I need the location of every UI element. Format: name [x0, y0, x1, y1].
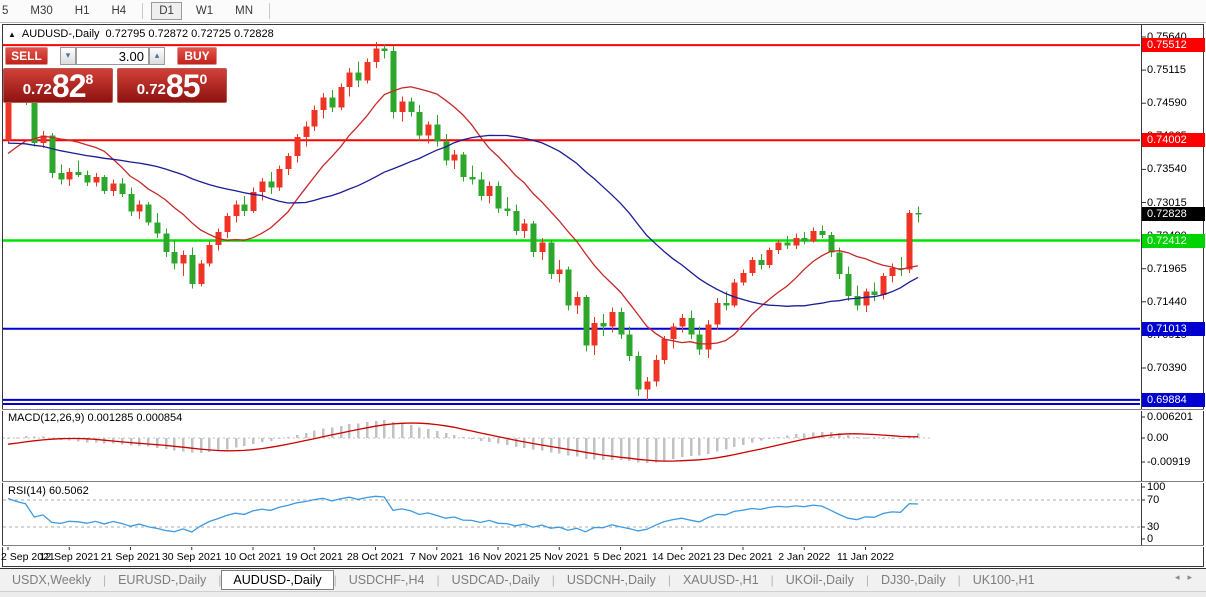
- status-strip: [0, 591, 1206, 597]
- macd-label: MACD(12,26,9) 0.001285 0.000854: [8, 412, 183, 424]
- volume-input[interactable]: [76, 47, 149, 65]
- price-tick-label: 0.75115: [1147, 64, 1186, 77]
- rsi-label: RSI(14) 60.5062: [8, 485, 89, 497]
- price-tick-label: 0.74590: [1147, 97, 1187, 110]
- timeframe-button-h4[interactable]: H4: [111, 5, 127, 17]
- tab-separator: |: [102, 573, 107, 587]
- rsi-axis-label: 100: [1147, 481, 1166, 493]
- rsi-axis-label: 70: [1147, 494, 1160, 506]
- rsi-axis-label: 30: [1147, 521, 1160, 533]
- tab-separator: |: [218, 573, 222, 587]
- date-label: 16 Nov 2021: [468, 551, 528, 563]
- rsi-axis-label: 0: [1147, 533, 1154, 545]
- price-line-label: 0.75512: [1142, 38, 1205, 53]
- date-label: 21 Sep 2021: [100, 551, 161, 563]
- tab-usdxweekly[interactable]: USDX,Weekly: [12, 573, 91, 587]
- price-line-label: 0.69884: [1142, 392, 1205, 407]
- sell-price-pips: 82: [51, 68, 87, 104]
- price-axis-divider: [1141, 24, 1142, 546]
- volume-increase-button[interactable]: ▴: [149, 47, 165, 65]
- toolbar-separator: [269, 3, 271, 19]
- date-label: 5 Dec 2021: [593, 551, 648, 563]
- buy-price-pips: 85: [165, 68, 201, 104]
- spin-up-icon: ▴: [154, 50, 160, 60]
- macd-axis-label: 0.00: [1147, 432, 1169, 444]
- tab-scroll-arrows: ◂▸: [1175, 572, 1200, 583]
- date-label: 23 Dec 2021: [713, 551, 773, 563]
- tab-separator: |: [770, 573, 774, 587]
- date-label: 7 Nov 2021: [409, 551, 464, 563]
- macd-axis-label: -0.00919: [1147, 456, 1191, 468]
- tab-separator: |: [667, 573, 671, 587]
- toolbar-separator: [142, 3, 144, 19]
- timeframe-button-d1[interactable]: D1: [151, 2, 182, 20]
- date-label: 10 Oct 2021: [224, 551, 282, 563]
- date-label: 28 Oct 2021: [346, 551, 405, 563]
- tab-separator: |: [865, 573, 869, 587]
- price-tick-label: 0.71965: [1147, 262, 1187, 275]
- date-label: 30 Sep 2021: [161, 551, 222, 563]
- tab-scroll-right-icon[interactable]: ▸: [1187, 572, 1200, 582]
- price-line-label: 0.74002: [1142, 133, 1205, 148]
- price-tick-label: 0.73015: [1147, 196, 1187, 209]
- tab-eurusddaily[interactable]: EURUSD-,Daily: [118, 573, 207, 587]
- spin-down-icon: ▾: [65, 50, 71, 60]
- macd-axis-label: 0.006201: [1147, 411, 1193, 423]
- date-label: 11 Jan 2022: [836, 551, 895, 563]
- tab-usdcaddaily[interactable]: USDCAD-,Daily: [451, 573, 540, 587]
- timeframe-button-m30[interactable]: M30: [30, 5, 53, 17]
- tab-usdchfh4[interactable]: USDCHF-,H4: [348, 573, 425, 587]
- buy-price-display[interactable]: 0.72 85 0: [117, 68, 227, 104]
- date-label: 14 Dec 2021: [651, 551, 712, 563]
- buy-price-prefix: 0.72: [136, 81, 166, 98]
- date-label: 2 Jan 2022: [778, 551, 831, 563]
- chart-ohlc-values: 0.72795 0.72872 0.72725 0.72828: [105, 28, 274, 40]
- timeframe-toolbar: 5 M30 H1 H4 D1 W1 MN: [0, 0, 1206, 23]
- sell-price-prefix: 0.72: [22, 81, 52, 98]
- tab-separator: |: [551, 573, 555, 587]
- timeframe-button-5[interactable]: 5: [2, 5, 9, 17]
- tab-separator: |: [957, 573, 961, 587]
- date-label: 2 Sep 2021: [1, 551, 55, 563]
- tab-audusddaily[interactable]: AUDUSD-,Daily: [221, 570, 334, 590]
- tab-separator: |: [436, 573, 440, 587]
- chart-header: ▲ AUDUSD-,Daily 0.72795 0.72872 0.72725 …: [8, 28, 274, 40]
- volume-decrease-button[interactable]: ▾: [60, 47, 76, 65]
- timeframe-button-mn[interactable]: MN: [235, 5, 254, 17]
- one-click-trade-panel: SELL ▾ ▴ BUY 0.72 82 8 0.72 85 0: [3, 46, 229, 106]
- date-label: 19 Oct 2021: [285, 551, 343, 563]
- price-line-label: 0.72828: [1142, 207, 1205, 222]
- sell-button[interactable]: SELL: [5, 47, 48, 65]
- sell-price-point: 8: [85, 71, 94, 87]
- date-label: 12 Sep 2021: [39, 551, 100, 563]
- collapse-panel-icon[interactable]: ▲: [8, 29, 16, 39]
- chart-symbol-title: AUDUSD-,Daily: [21, 28, 100, 40]
- chart-tabbar: USDX,Weekly | EURUSD-,Daily | AUDUSD-,Daily |…: [0, 568, 1206, 591]
- price-tick-label: 0.70390: [1147, 362, 1187, 374]
- price-line-label: 0.72412: [1142, 233, 1205, 248]
- buy-button[interactable]: BUY: [177, 47, 217, 65]
- price-line-label: 0.71013: [1142, 321, 1205, 336]
- date-label: 25 Nov 2021: [529, 551, 590, 563]
- tab-xauusdh1[interactable]: XAUUSD-,H1: [682, 573, 759, 587]
- tab-usdcnhdaily[interactable]: USDCNH-,Daily: [566, 573, 656, 587]
- tab-dj30daily[interactable]: DJ30-,Daily: [880, 573, 946, 587]
- tab-ukoildaily[interactable]: UKOil-,Daily: [785, 573, 854, 587]
- price-tick-label: 0.73540: [1147, 163, 1187, 176]
- tab-scroll-left-icon[interactable]: ◂: [1174, 572, 1188, 582]
- timeframe-button-h1[interactable]: H1: [74, 5, 90, 17]
- buy-price-point: 0: [199, 71, 208, 87]
- tab-uk100h1[interactable]: UK100-,H1: [972, 573, 1035, 587]
- sell-price-display[interactable]: 0.72 82 8: [3, 68, 113, 104]
- price-tick-label: 0.71440: [1147, 295, 1187, 308]
- timeframe-button-w1[interactable]: W1: [195, 5, 214, 17]
- tab-separator: |: [333, 573, 337, 587]
